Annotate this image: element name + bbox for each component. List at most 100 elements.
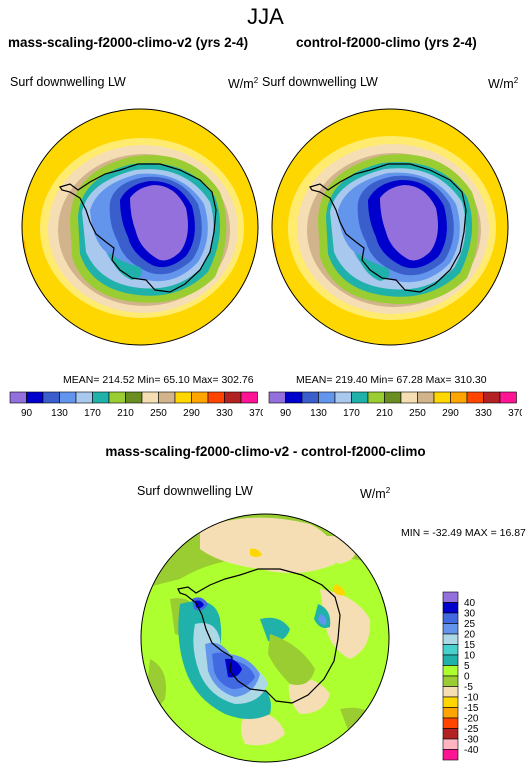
left-colorbar-box	[26, 391, 44, 404]
left-panel-units: W/m2	[228, 76, 259, 92]
right-colorbar-box	[384, 391, 402, 404]
left-panel-title: mass-scaling-f2000-climo-v2 (yrs 2-4)	[8, 35, 249, 50]
diff-colorbar-box	[442, 612, 459, 624]
diff-colorbar-box	[442, 623, 459, 635]
right-panel-title: control-f2000-climo (yrs 2-4)	[296, 35, 477, 50]
left-colorbar-label: 170	[84, 408, 101, 419]
diff-colorbar-box	[442, 644, 459, 656]
right-colorbar-label: 210	[376, 408, 393, 419]
left-panel-stats: MEAN= 214.52 Min= 65.10 Max= 302.76	[63, 374, 254, 386]
diff-coastline	[177, 568, 341, 704]
left-colorbar: 90 130 170 210 250 290 330 370	[9, 391, 263, 419]
diff-colorbar-box	[442, 686, 459, 698]
diff-colorbar-label: 5	[464, 661, 470, 672]
left-colorbar-box	[59, 391, 77, 404]
diff-colorbar-box	[442, 591, 459, 603]
right-polar-map	[271, 108, 509, 346]
diff-colorbar-label: -15	[464, 703, 479, 714]
diff-panel-units: W/m2	[360, 486, 391, 502]
right-coastline	[309, 163, 467, 293]
diff-colorbar-label: 40	[464, 598, 476, 609]
right-colorbar-box	[466, 391, 484, 404]
left-colorbar-box	[158, 391, 176, 404]
left-panel-variable: Surf downwelling LW	[10, 75, 126, 89]
left-colorbar-label: 330	[216, 408, 233, 419]
left-colorbar-label: 90	[21, 408, 33, 419]
left-colorbar-box	[125, 391, 143, 404]
left-coastline	[59, 163, 217, 293]
diff-colorbar-label: 0	[464, 672, 470, 683]
season-title: JJA	[247, 4, 284, 29]
diff-colorbar-box	[442, 696, 459, 708]
diff-colorbar-label: -40	[464, 745, 479, 756]
left-colorbar-label: 210	[117, 408, 134, 419]
left-colorbar-box	[141, 391, 159, 404]
right-colorbar-label: 170	[343, 408, 360, 419]
left-map-fill	[22, 109, 258, 345]
diff-colorbar-label: 15	[464, 640, 476, 651]
left-colorbar-box	[224, 391, 242, 404]
right-colorbar-box	[433, 391, 451, 404]
right-colorbar-box	[499, 391, 517, 404]
right-colorbar-box	[400, 391, 418, 404]
left-colorbar-box	[207, 391, 225, 404]
right-colorbar-box	[268, 391, 286, 404]
diff-colorbar-box	[442, 654, 459, 666]
right-map-fill	[272, 109, 508, 345]
diff-colorbar-label: 20	[464, 630, 476, 641]
diff-colorbar-box	[442, 707, 459, 719]
left-colorbar-box	[240, 391, 258, 404]
diff-colorbar-label: 10	[464, 651, 476, 662]
diff-colorbar-label: 30	[464, 609, 476, 620]
right-colorbar-box	[450, 391, 468, 404]
left-colorbar-box	[75, 391, 93, 404]
diff-colorbar-box	[442, 717, 459, 729]
right-colorbar: 90 130 170 210 250 290 330 370	[268, 391, 522, 419]
right-colorbar-box	[367, 391, 385, 404]
diff-colorbar-box	[442, 738, 459, 750]
right-colorbar-label: 370	[508, 408, 522, 419]
right-colorbar-label: 130	[310, 408, 327, 419]
diff-colorbar-box	[442, 675, 459, 687]
left-colorbar-box	[42, 391, 60, 404]
right-colorbar-box	[334, 391, 352, 404]
diff-colorbar-box	[442, 749, 459, 761]
right-colorbar-box	[417, 391, 435, 404]
right-colorbar-box	[483, 391, 501, 404]
diff-polar-map	[140, 513, 390, 763]
diff-panel-stats: MIN = -32.49 MAX = 16.87	[401, 527, 526, 539]
left-colorbar-box	[92, 391, 110, 404]
left-colorbar-label: 290	[183, 408, 200, 419]
right-colorbar-label: 250	[409, 408, 426, 419]
right-colorbar-box	[285, 391, 303, 404]
right-colorbar-label: 90	[280, 408, 292, 419]
left-colorbar-box	[9, 391, 27, 404]
right-colorbar-box	[301, 391, 319, 404]
left-colorbar-box	[191, 391, 209, 404]
diff-colorbar-label: 25	[464, 619, 476, 630]
diff-colorbar-box	[442, 728, 459, 740]
left-colorbar-box	[174, 391, 192, 404]
diff-panel-title: mass-scaling-f2000-climo-v2 - control-f2…	[105, 444, 426, 459]
right-colorbar-label: 330	[475, 408, 492, 419]
left-colorbar-box	[108, 391, 126, 404]
diff-colorbar-label: -5	[464, 682, 473, 693]
left-colorbar-label: 130	[51, 408, 68, 419]
diff-colorbar-label: -20	[464, 714, 479, 725]
left-polar-map	[21, 108, 259, 346]
right-colorbar-label: 290	[442, 408, 459, 419]
diff-colorbar-label: -30	[464, 735, 479, 746]
diff-map-fill	[141, 514, 389, 762]
diff-colorbar-box	[442, 665, 459, 677]
diff-colorbar-box	[442, 602, 459, 614]
diff-colorbar-label: -10	[464, 693, 479, 704]
diff-panel-variable: Surf downwelling LW	[137, 484, 253, 498]
diff-colorbar-label: -25	[464, 724, 479, 735]
right-panel-variable: Surf downwelling LW	[262, 75, 378, 89]
right-colorbar-box	[318, 391, 336, 404]
left-colorbar-label: 250	[150, 408, 167, 419]
diff-colorbar-box	[442, 633, 459, 645]
left-colorbar-label: 370	[249, 408, 263, 419]
right-colorbar-box	[351, 391, 369, 404]
